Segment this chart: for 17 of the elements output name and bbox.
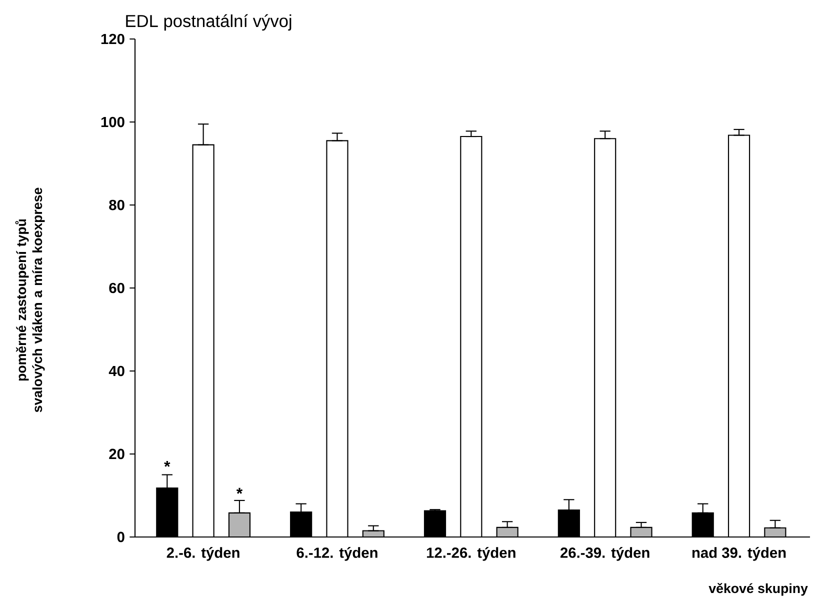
- y-axis-title: poměrné zastoupení typů svalových vláken a míra koexprese: [15, 188, 45, 412]
- annotation: *: [164, 460, 170, 467]
- y-tick-label: 120: [101, 34, 124, 44]
- x-tick-label: nad 39. týden: [692, 547, 786, 561]
- y-tick-label: 20: [109, 448, 124, 460]
- y-tick-label: 40: [108, 366, 124, 376]
- x-tick-label: 26.-39. týden: [560, 547, 650, 561]
- y-tick-label: 100: [101, 116, 124, 128]
- chart-title: EDL postnatální vývoj: [126, 14, 292, 31]
- x-axis-title: věkové skupiny: [708, 583, 808, 596]
- y-tick-label: 60: [109, 282, 124, 294]
- x-tick-label: 2.-6. týden: [166, 547, 240, 561]
- y-tick-label: 0: [117, 532, 124, 542]
- annotation: *: [236, 488, 243, 494]
- y-tick-label: 80: [109, 200, 124, 210]
- x-tick-label: 12.-26. týden: [426, 547, 516, 561]
- x-tick-label: 6.-12. týden: [296, 547, 378, 561]
